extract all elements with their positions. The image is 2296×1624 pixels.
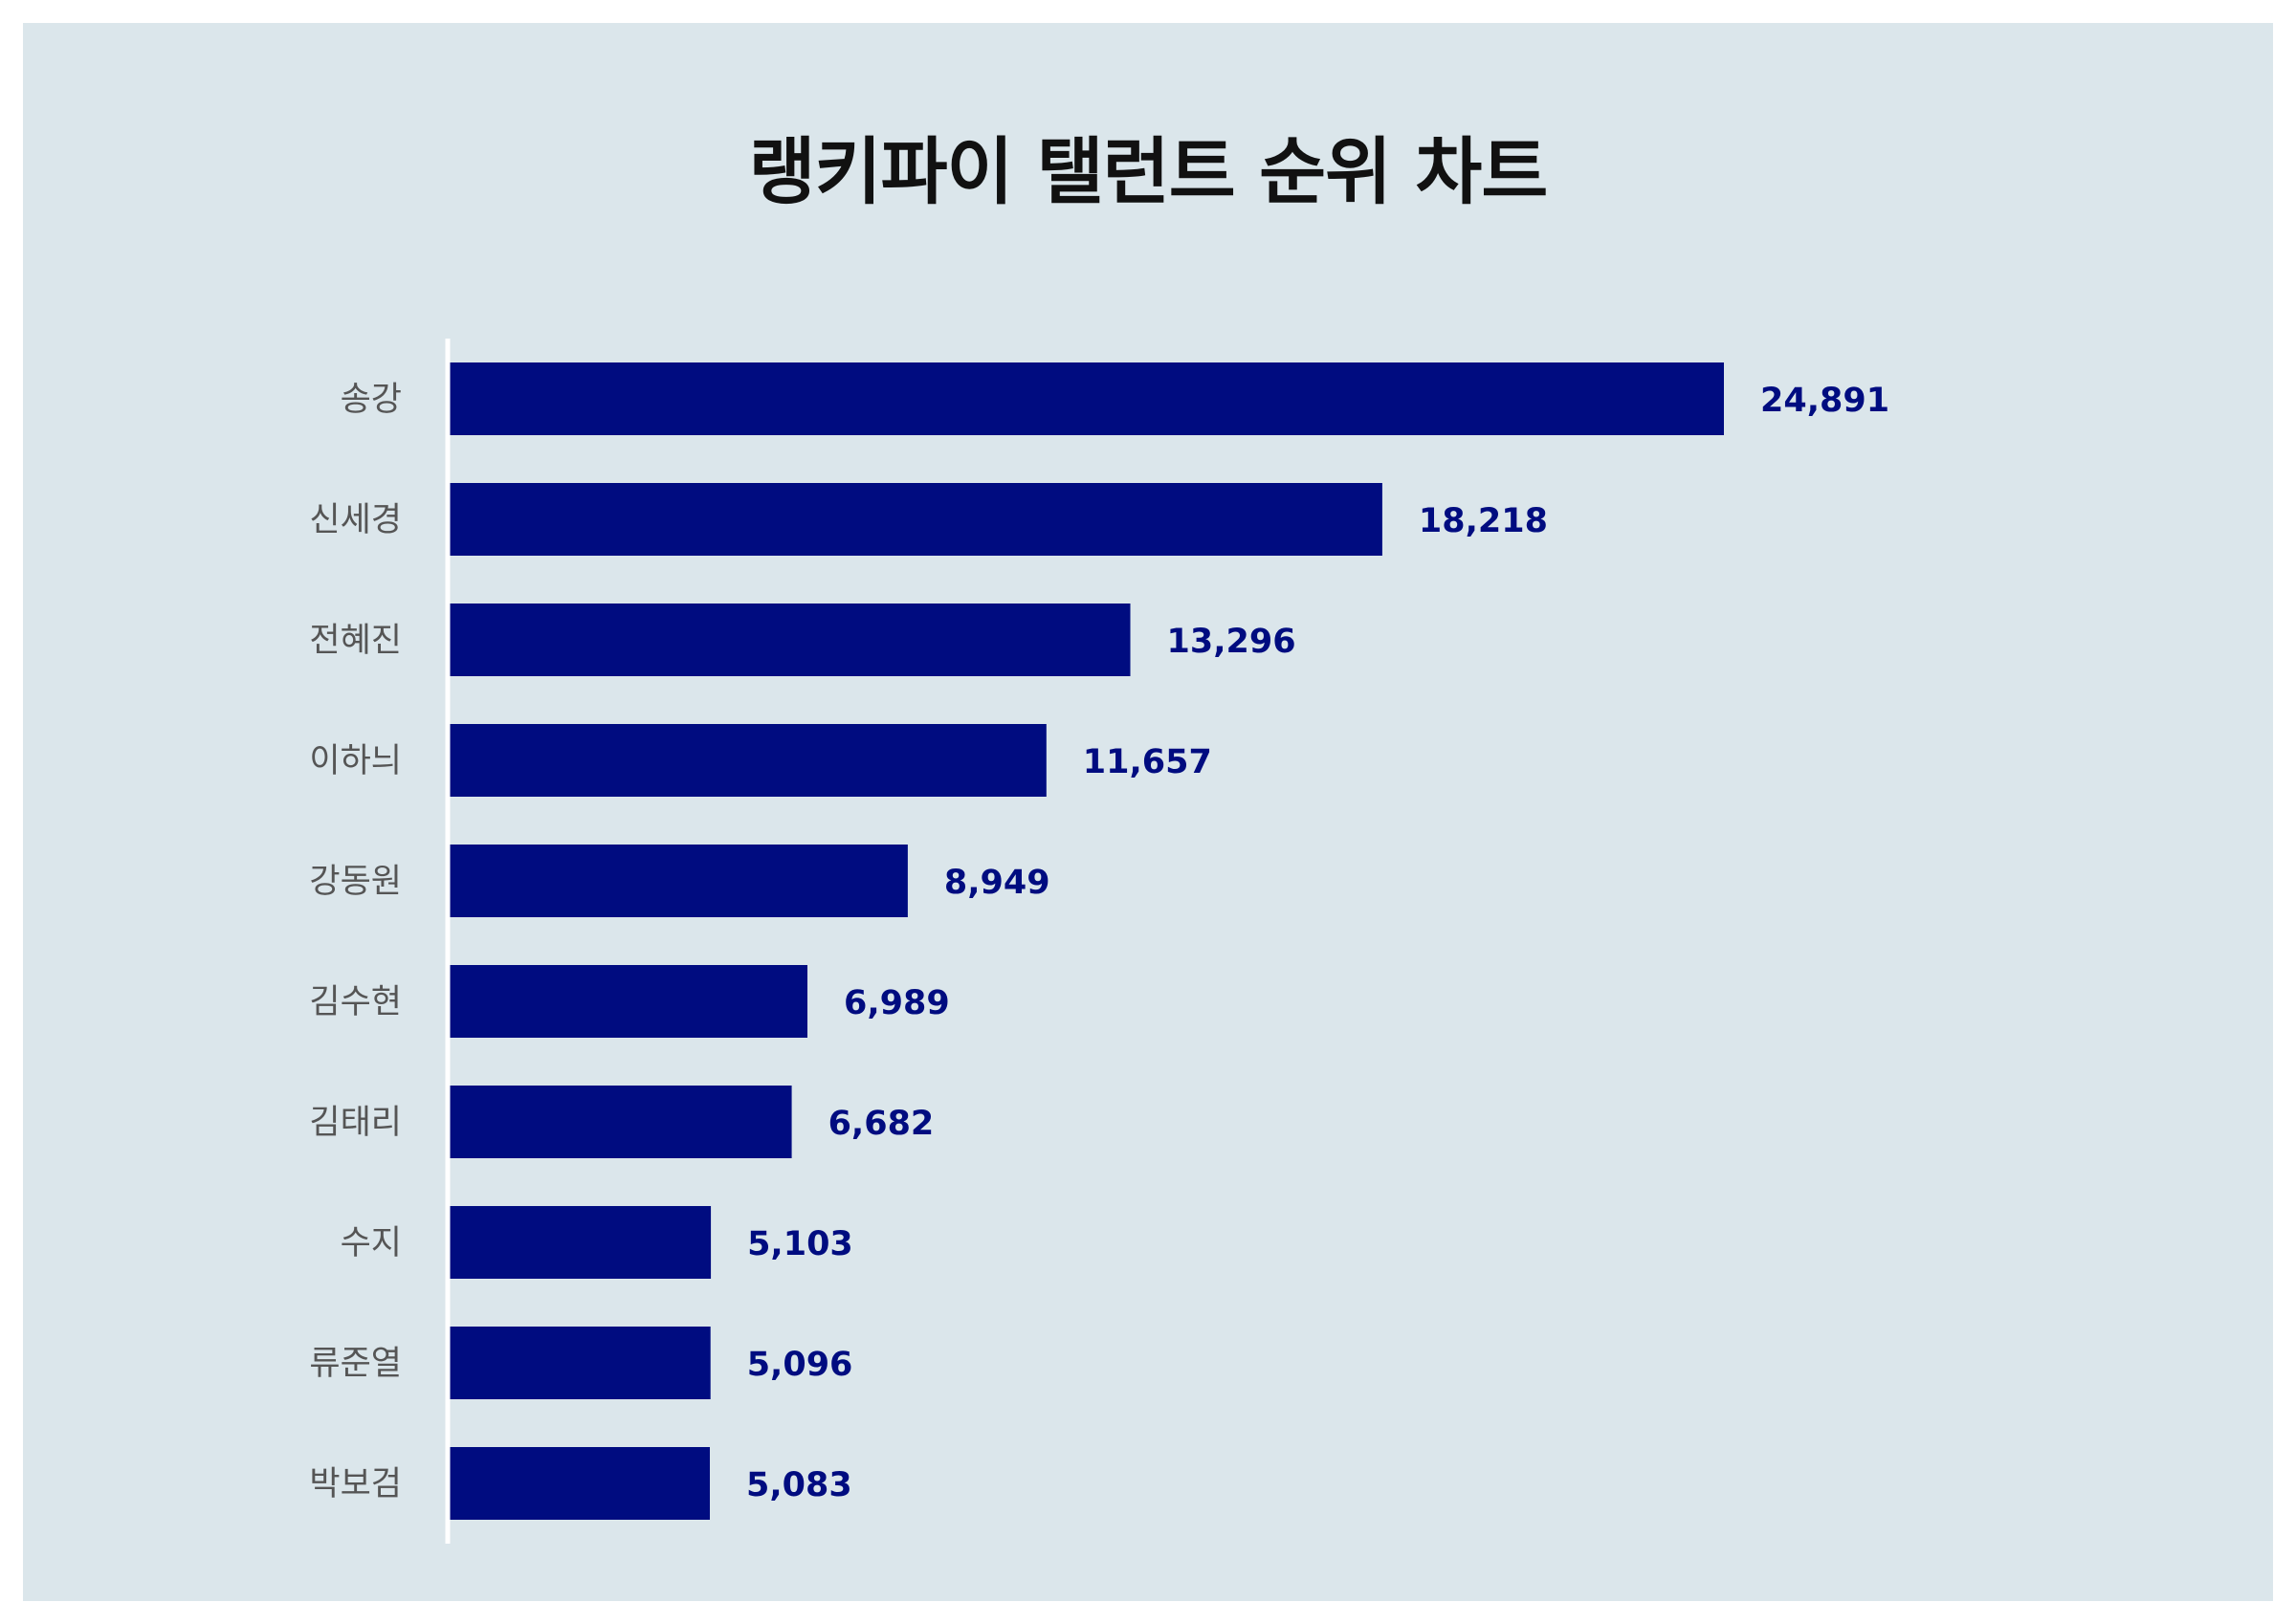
bar [450,362,1724,435]
value-label: 18,218 [1419,502,1548,540]
bar [450,1086,792,1158]
value-label: 24,891 [1760,382,1889,420]
category-label: 이하늬 [309,742,402,780]
value-label: 11,657 [1083,743,1212,781]
bar [450,483,1382,556]
value-label: 6,682 [828,1105,935,1143]
category-label: 전혜진 [309,622,402,660]
bar [450,845,908,917]
value-label: 5,083 [746,1466,852,1504]
category-label: 김태리 [309,1104,402,1142]
bar [450,1206,712,1279]
bar [450,1447,711,1520]
category-label: 수지 [341,1224,402,1262]
chart-title: 랭키파이 탤런트 순위 차트 [748,129,1549,214]
chart-background [23,23,2273,1601]
value-label: 13,296 [1167,623,1296,661]
category-label: 류준열 [309,1345,402,1383]
value-label: 6,989 [844,984,950,1022]
category-label: 송강 [341,381,402,419]
bar [450,965,808,1038]
bars-layer: 송강 24,891 신세경 18,218 전혜진 13,296 이하늬 11,657 강동원 8,… [309,362,1889,1520]
category-label: 박보검 [309,1465,402,1503]
value-label: 5,103 [747,1225,853,1263]
category-label: 김수현 [309,983,402,1021]
bar [450,1327,711,1399]
bar [450,604,1131,676]
category-label: 강동원 [309,863,402,901]
category-label: 신세경 [309,501,402,539]
value-label: 8,949 [944,864,1050,902]
value-label: 5,096 [747,1346,853,1384]
bar [450,724,1047,797]
